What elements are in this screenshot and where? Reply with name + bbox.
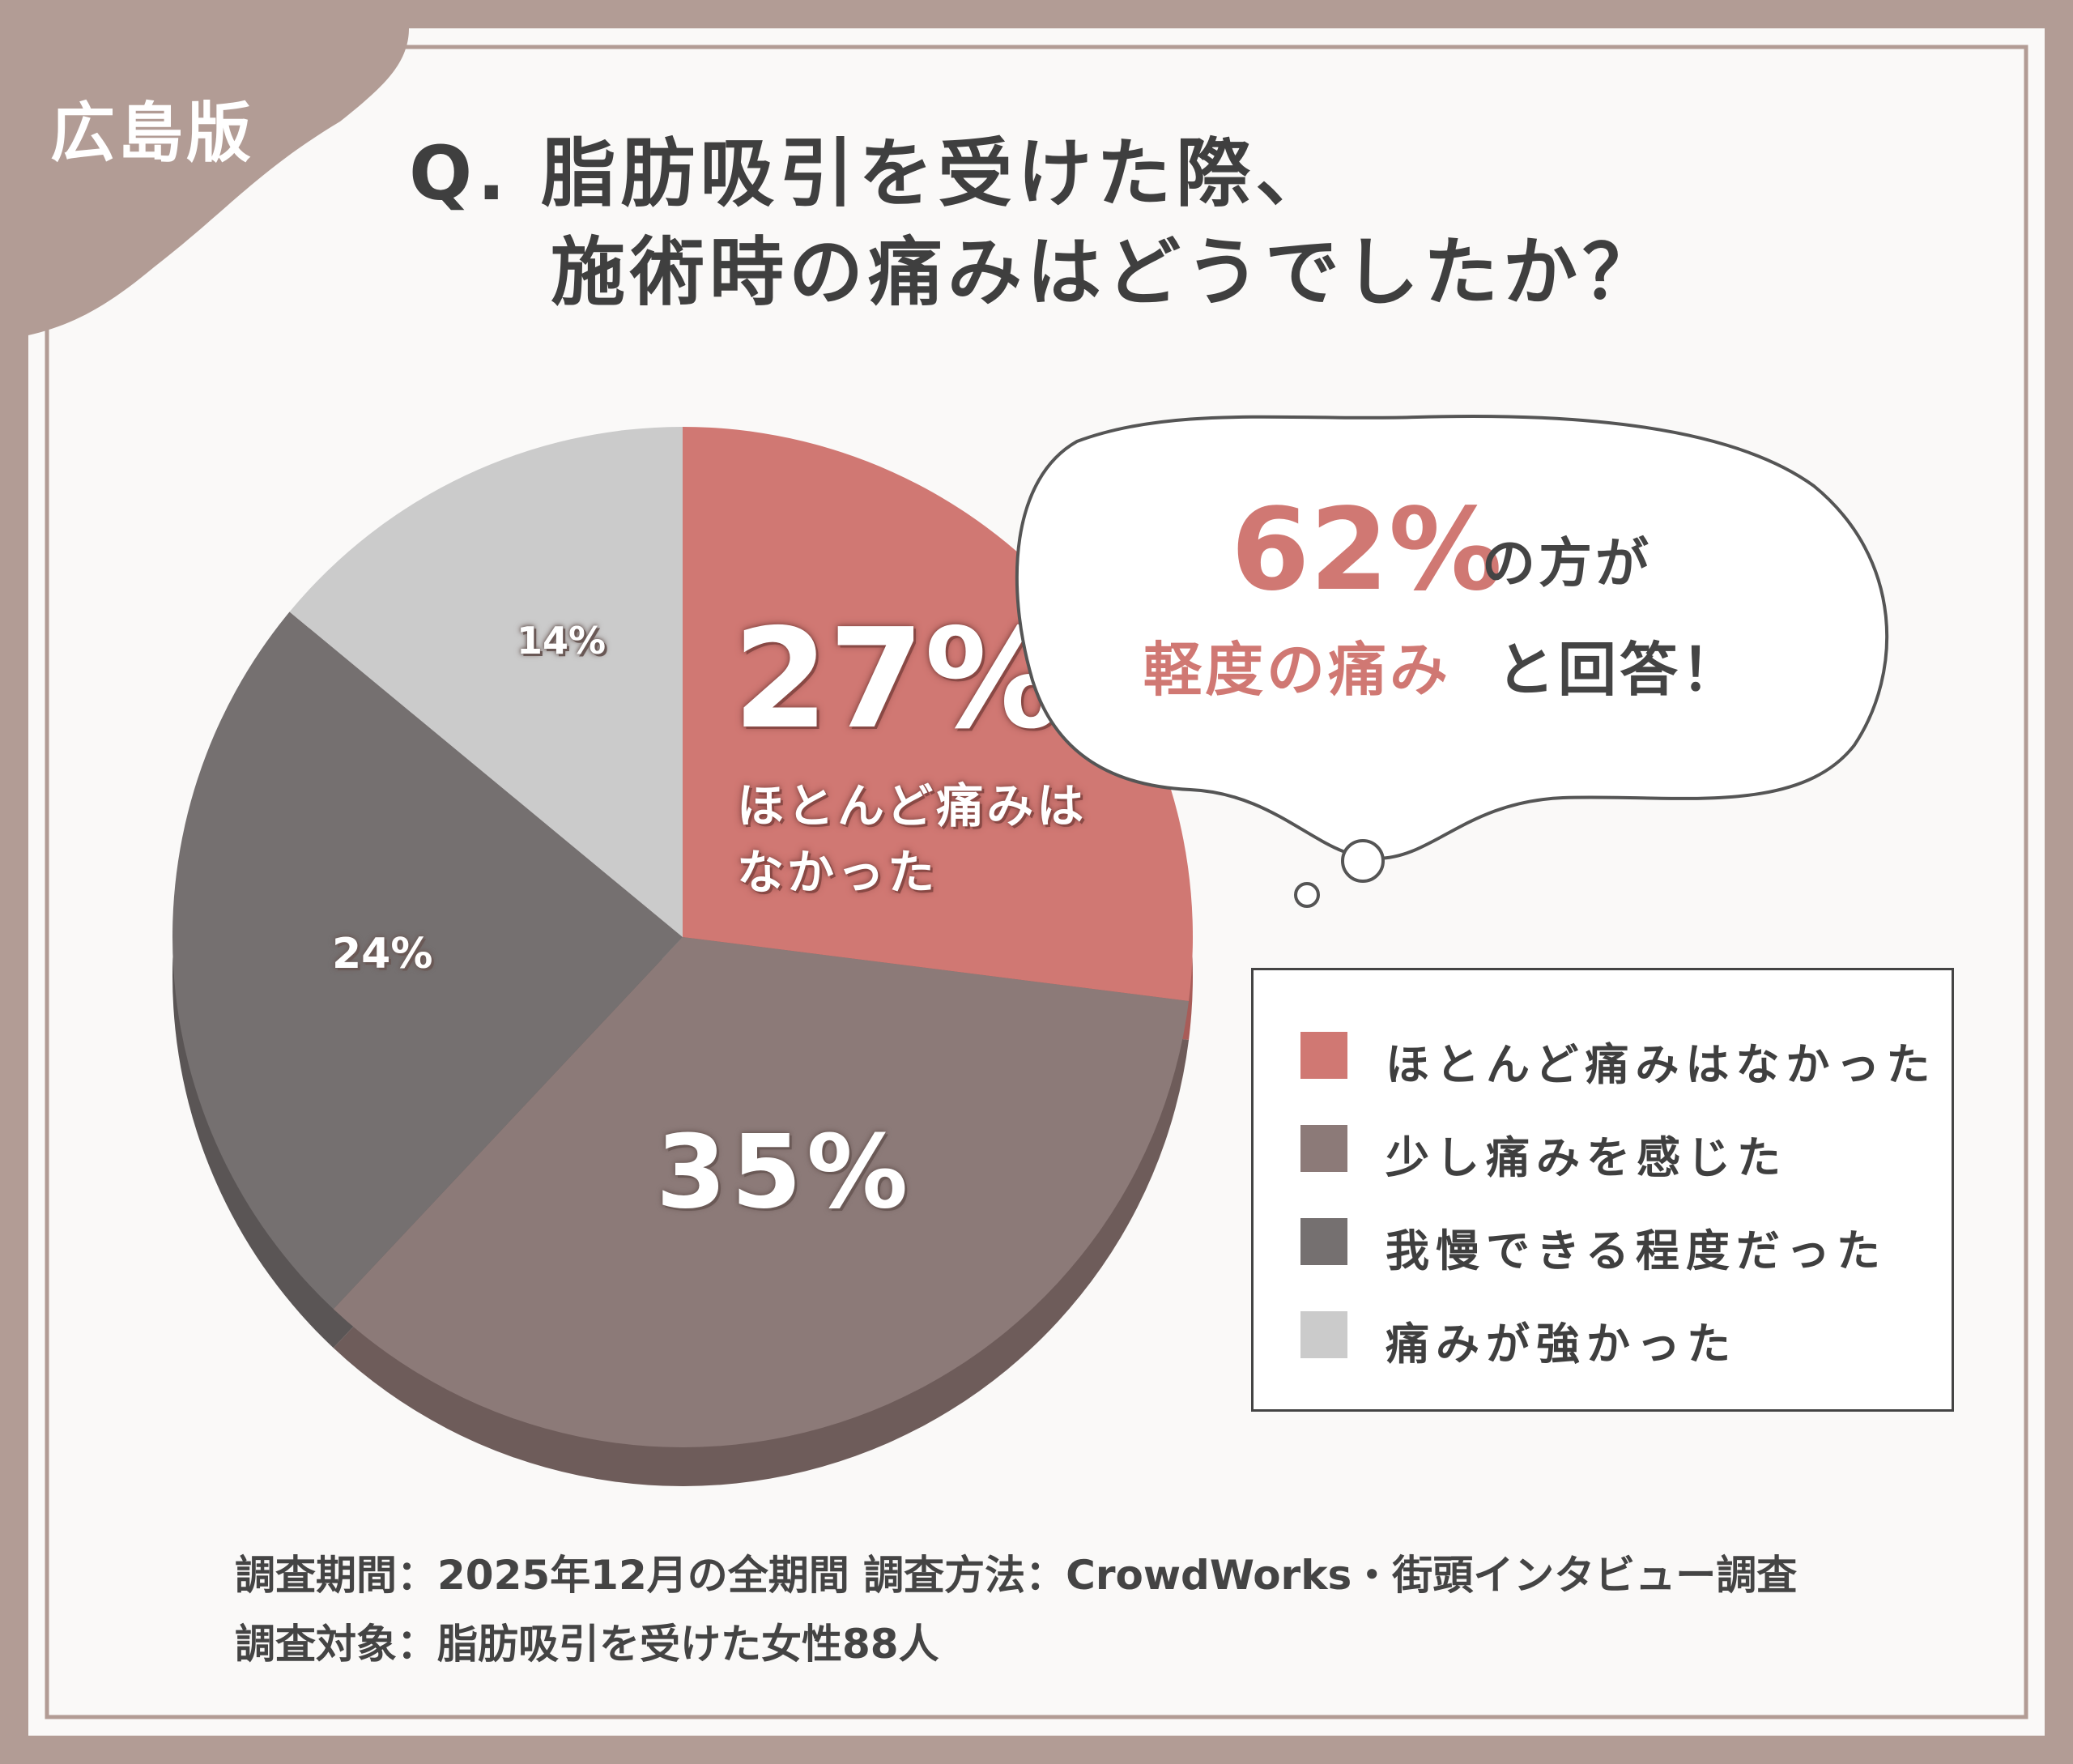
legend-swatch-none [1300,1032,1347,1079]
legend-swatch-bearable [1300,1218,1347,1265]
pie-slice-bearable [172,611,683,1310]
callout-text-2: と回答！ [1496,636,1743,704]
chart-legend: ほとんど痛みはなかった 少し痛みを感じた 我慢できる程度だった 痛みが強かった [1251,968,1954,1412]
legend-label-strong: 痛みが強かった [1386,1319,1737,1370]
pie-slice-strong [289,427,683,937]
callout-highlight: 軽度の痛み [1143,636,1452,704]
legend-label-none: ほとんど痛みはなかった [1386,1039,1937,1090]
slice-label-bearable-percent: 24% [332,930,433,978]
slice-label-slight-percent: 35% [656,1114,913,1231]
legend-label-slight: 少し痛みを感じた [1386,1132,1787,1183]
pie-slice-none [683,427,1193,1001]
title-line-1: Q. 脂肪吸引を受けた際、 [409,130,1335,217]
pie-slice-slight [333,937,1190,1448]
callout-text-1: の方が [1482,532,1652,594]
slice-label-none-text-1: ほとんど痛みは [737,778,1088,833]
slice-label-none-percent: 27% [733,599,1062,760]
slice-label-strong-percent: 14% [517,619,607,663]
slice-label-none-text-2: なかった [737,845,939,900]
survey-info-line-2: 調査対象：脂肪吸引を受けた女性88人 [235,1621,939,1668]
legend-swatch-slight [1300,1125,1347,1172]
title-line-2: 施術時の痛みはどうでしたか？ [551,229,1662,316]
callout-percent: 62% [1231,484,1503,616]
legend-swatch-strong [1300,1311,1347,1358]
survey-info-line-1: 調査期間：2025年12月の全期間 調査方法：CrowdWorks・街頭インタビ… [235,1552,1798,1599]
legend-label-bearable: 我慢できる程度だった [1386,1225,1887,1276]
region-badge: 広島版 [50,96,254,171]
